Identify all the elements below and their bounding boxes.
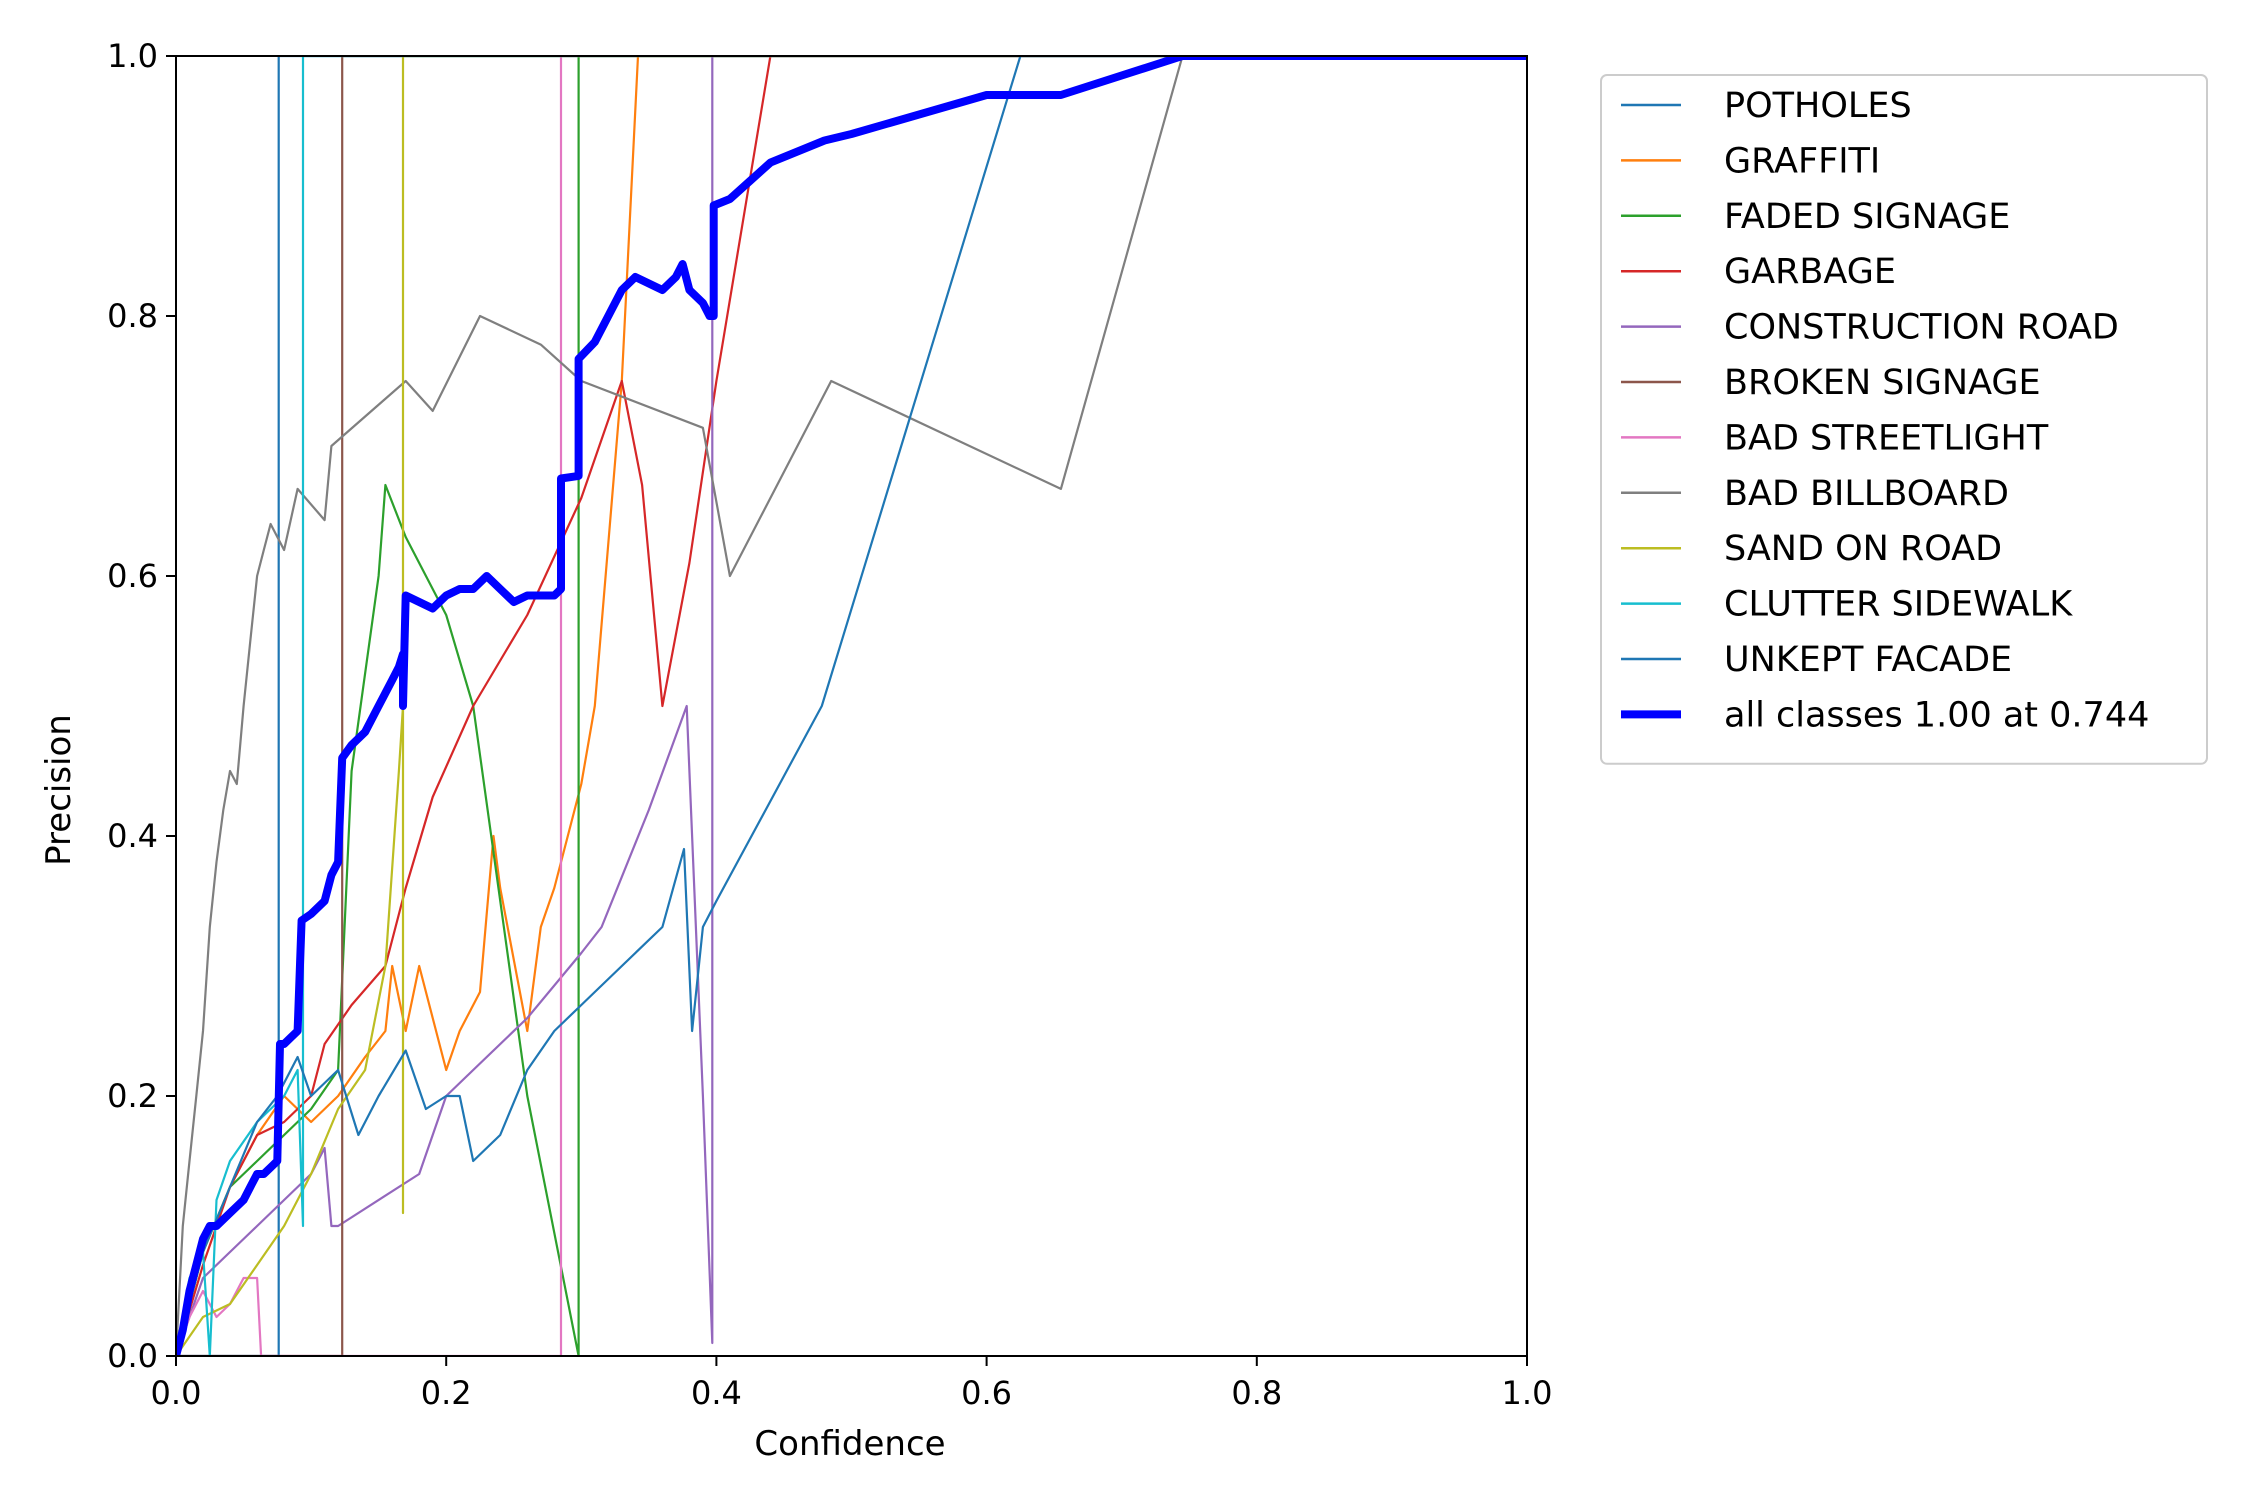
x-axis-ticks: 0.0 0.2 0.4 0.6 0.8 1.0 bbox=[151, 1356, 1553, 1412]
y-tick-label: 0.6 bbox=[107, 557, 158, 595]
x-tick-label: 0.8 bbox=[1231, 1374, 1282, 1412]
legend-label-2: GRAFFITI bbox=[1724, 141, 1880, 181]
series-line-3 bbox=[176, 56, 1527, 1356]
x-tick-label: 1.0 bbox=[1502, 1374, 1553, 1412]
series-line-9 bbox=[176, 56, 1527, 1356]
series-line-2 bbox=[176, 56, 1527, 1356]
y-axis-label: Precision bbox=[39, 714, 79, 866]
legend-label-10: CLUTTER SIDEWALK bbox=[1724, 585, 2073, 625]
series-line-6 bbox=[176, 56, 1527, 1356]
legend-label-11: UNKEPT FACADE bbox=[1724, 640, 2012, 680]
legend-box bbox=[1600, 74, 2208, 765]
y-tick-label: 0.8 bbox=[107, 297, 158, 335]
y-tick-label: 1.0 bbox=[107, 37, 158, 75]
x-axis-label: Confidence bbox=[754, 1424, 945, 1464]
legend-label-7: BAD STREETLIGHT bbox=[1724, 418, 2049, 458]
series-line-5 bbox=[176, 56, 1527, 1356]
legend-label-12: all classes 1.00 at 0.744 bbox=[1724, 695, 2149, 735]
legend: POTHOLES GRAFFITI FADED SIGNAGE GARBAGE CONS… bbox=[1600, 74, 2208, 765]
series-line-4 bbox=[176, 56, 1527, 1356]
x-tick-label: 0.4 bbox=[691, 1374, 742, 1412]
series-line-7 bbox=[176, 56, 1527, 1356]
legend-label-5: CONSTRUCTION ROAD bbox=[1724, 308, 2119, 348]
legend-label-8: BAD BILLBOARD bbox=[1724, 474, 2009, 514]
x-tick-label: 0.0 bbox=[151, 1374, 202, 1412]
x-tick-label: 0.6 bbox=[961, 1374, 1012, 1412]
series-line-12 bbox=[176, 56, 1527, 1356]
y-tick-label: 0.2 bbox=[107, 1077, 158, 1115]
y-axis-ticks: 0.0 0.2 0.4 0.6 0.8 1.0 bbox=[107, 37, 176, 1375]
legend-label-4: GARBAGE bbox=[1724, 252, 1896, 292]
legend-label-3: FADED SIGNAGE bbox=[1724, 197, 2010, 237]
series-layer bbox=[176, 56, 1527, 1356]
plot-frame bbox=[175, 55, 1528, 1357]
y-tick-label: 0.4 bbox=[107, 817, 158, 855]
x-tick-label: 0.2 bbox=[421, 1374, 472, 1412]
series-line-1 bbox=[176, 56, 1527, 1356]
y-tick-label: 0.0 bbox=[107, 1337, 158, 1375]
series-line-8 bbox=[176, 56, 1527, 1356]
legend-label-1: POTHOLES bbox=[1724, 86, 1912, 126]
series-line-11 bbox=[176, 56, 1527, 1356]
legend-label-9: SAND ON ROAD bbox=[1724, 529, 2002, 569]
legend-label-6: BROKEN SIGNAGE bbox=[1724, 363, 2041, 403]
